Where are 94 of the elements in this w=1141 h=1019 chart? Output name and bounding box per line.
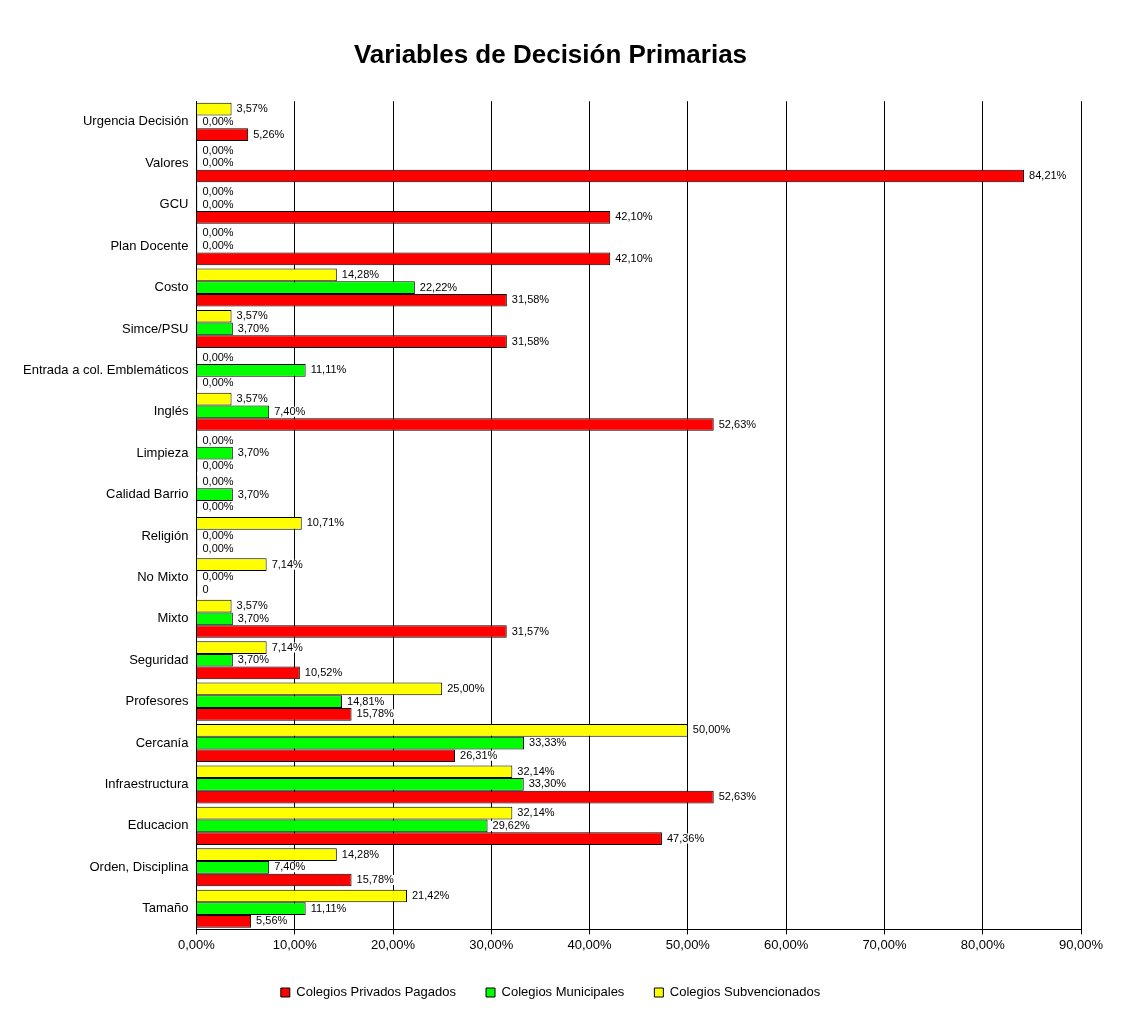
data-label: 47,36%	[666, 831, 705, 844]
data-label: 0,00%	[202, 350, 234, 363]
x-tick-label: 30,00%	[469, 936, 514, 952]
x-tick-label: 10,00%	[272, 936, 318, 952]
x-tick-label: 50,00%	[665, 936, 711, 952]
data-label: 29,62%	[492, 818, 531, 831]
legend-label: Colegios Municipales	[501, 984, 625, 1000]
data-label: 33,30%	[528, 777, 567, 790]
data-label: 14,28%	[341, 267, 380, 280]
data-label: 0,00%	[202, 376, 234, 389]
data-label: 42,10%	[615, 251, 653, 264]
y-tick-label: No Mixto	[137, 568, 189, 584]
data-label: 7,14%	[271, 640, 304, 653]
data-label: 3,70%	[237, 611, 270, 624]
data-label: 0,00%	[202, 185, 234, 198]
data-label: 0,00%	[202, 114, 234, 127]
y-tick-label: Infraestructura	[104, 776, 190, 792]
y-tick-label: Limpieza	[136, 444, 190, 460]
data-label: 25,00%	[447, 681, 485, 694]
data-label: 31,57%	[511, 624, 550, 637]
data-label: 15,78%	[356, 873, 395, 886]
y-tick-label: Plan Docente	[110, 237, 189, 253]
data-label: 3,57%	[236, 599, 268, 612]
data-label: 3,57%	[236, 392, 268, 405]
data-label: 3,57%	[236, 102, 268, 115]
y-tick-label: Simce/PSU	[122, 320, 189, 336]
x-tick-label: 60,00%	[764, 936, 809, 952]
data-label: 0	[202, 583, 209, 596]
data-label: 0,00%	[202, 433, 234, 446]
data-label: 3,70%	[237, 321, 270, 334]
legend-label: Colegios Subvencionados	[669, 984, 821, 1000]
data-label: 5,56%	[256, 914, 288, 927]
data-label: 84,21%	[1029, 169, 1067, 182]
data-label: 0,00%	[202, 226, 234, 239]
data-label: 10,52%	[304, 665, 343, 678]
data-label: 7,14%	[271, 557, 304, 570]
y-tick-label: Seguridad	[129, 651, 189, 667]
y-tick-label: Orden, Disciplina	[89, 858, 190, 874]
data-label: 33,33%	[529, 736, 567, 749]
data-label: 26,31%	[460, 748, 498, 761]
x-tick-label: 70,00%	[862, 936, 907, 952]
data-label: 31,58%	[511, 293, 550, 306]
data-label: 32,14%	[517, 806, 555, 819]
data-label: 50,00%	[692, 723, 731, 736]
x-tick-label: 80,00%	[960, 936, 1006, 952]
chart-title: Variables de Decisión Primarias	[353, 38, 748, 69]
data-label: 3,70%	[237, 487, 270, 500]
y-tick-label: Tamaño	[142, 900, 189, 916]
data-label: 42,10%	[615, 210, 653, 223]
data-label: 14,81%	[347, 694, 385, 707]
x-tick-label: 20,00%	[370, 936, 416, 952]
data-label: 0,00%	[202, 156, 234, 169]
data-label: 31,58%	[511, 334, 550, 347]
data-label: 0,00%	[202, 143, 234, 156]
y-tick-label: Inglés	[153, 403, 189, 419]
data-label: 21,42%	[411, 889, 450, 902]
y-tick-label: Valores	[145, 154, 189, 170]
x-tick-label: 0,00%	[178, 936, 216, 952]
y-tick-label: Profesores	[125, 693, 189, 709]
data-label: 15,78%	[356, 707, 395, 720]
y-tick-label: Educacion	[127, 817, 189, 833]
data-label: 11,11%	[310, 901, 347, 914]
y-tick-label: Costo	[154, 279, 189, 295]
data-label: 3,57%	[236, 309, 268, 322]
data-label: 0,00%	[202, 458, 234, 471]
data-label: 11,11%	[310, 363, 347, 376]
y-tick-label: Entrada a col. Emblemáticos	[23, 361, 189, 377]
data-label: 22,22%	[419, 280, 458, 293]
data-label: 52,63%	[718, 417, 757, 430]
data-label: 0,00%	[202, 541, 234, 554]
data-label: 7,40%	[274, 860, 306, 873]
data-label: 0,00%	[202, 239, 234, 252]
y-tick-label: Mixto	[157, 610, 189, 626]
data-label: 32,14%	[517, 764, 555, 777]
data-label: 7,40%	[274, 404, 306, 417]
data-label: 3,70%	[237, 446, 270, 459]
legend-label: Colegios Privados Pagados	[296, 984, 457, 1000]
data-label: 10,71%	[306, 516, 345, 529]
data-label: 0,00%	[202, 197, 234, 210]
y-tick-label: GCU	[159, 196, 189, 212]
data-label: 3,70%	[237, 653, 270, 666]
x-tick-label: 90,00%	[1058, 936, 1104, 952]
y-tick-label: Religión	[141, 527, 189, 543]
y-tick-label: Cercanía	[135, 734, 190, 750]
y-tick-label: Calidad Barrio	[106, 486, 189, 502]
data-label: 14,28%	[341, 847, 380, 860]
data-label: 0,00%	[202, 500, 234, 513]
data-label: 52,63%	[718, 790, 757, 803]
data-label: 0,00%	[202, 474, 234, 487]
x-tick-label: 40,00%	[567, 936, 613, 952]
data-label: 0,00%	[202, 529, 234, 542]
data-label: 0,00%	[202, 570, 234, 583]
y-tick-label: Urgencia Decisión	[82, 113, 189, 129]
data-label: 5,26%	[253, 127, 285, 140]
